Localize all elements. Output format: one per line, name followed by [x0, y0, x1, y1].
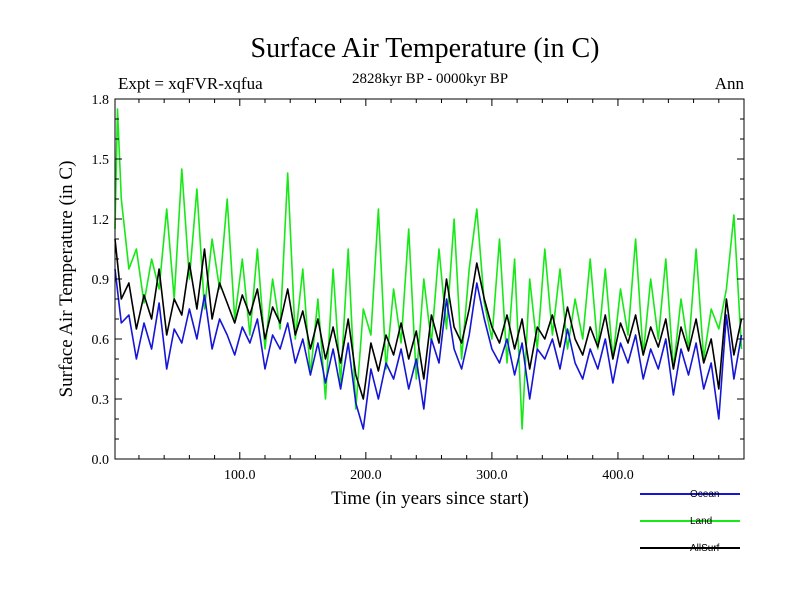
- x-tick-label: 200.0: [350, 468, 382, 483]
- chart-subtitle: 2828kyr BP - 0000kyr BP: [352, 71, 508, 87]
- experiment-label: Expt = xqFVR-xqfua: [118, 74, 263, 93]
- legend-label-land: Land: [690, 516, 712, 527]
- chart-title: Surface Air Temperature (in C): [251, 33, 600, 64]
- y-tick-label: 1.5: [92, 153, 110, 168]
- y-tick-label: 1.2: [92, 213, 110, 228]
- y-tick-label: 1.8: [92, 93, 110, 108]
- x-tick-label: 400.0: [602, 468, 634, 483]
- series-layer: [114, 108, 743, 430]
- legend-label-ocean: Ocean: [690, 489, 719, 500]
- y-tick-label: 0.3: [92, 393, 110, 408]
- plot-frame: [114, 98, 745, 460]
- legend: Ocean Land AllSurf: [640, 489, 740, 554]
- y-tick-label: 0.0: [92, 453, 110, 468]
- x-tick-label: 100.0: [224, 468, 256, 483]
- legend-label-allsurf: AllSurf: [690, 543, 720, 554]
- series-line-land: [114, 108, 743, 430]
- y-axis-label: Surface Air Temperature (in C): [56, 161, 77, 398]
- y-tick-label: 0.6: [92, 333, 110, 348]
- x-tick-label: 300.0: [476, 468, 508, 483]
- x-axis-label: Time (in years since start): [331, 488, 529, 509]
- season-label: Ann: [715, 74, 745, 93]
- y-tick-label: 0.9: [92, 273, 110, 288]
- series-line-ocean: [114, 268, 743, 430]
- ticks-layer: 0.0 0.3 0.6 0.9 1.2 1.5 1.8 100.0 200.0 300.0 400.…: [92, 93, 744, 483]
- series-line-allsurf: [114, 238, 743, 400]
